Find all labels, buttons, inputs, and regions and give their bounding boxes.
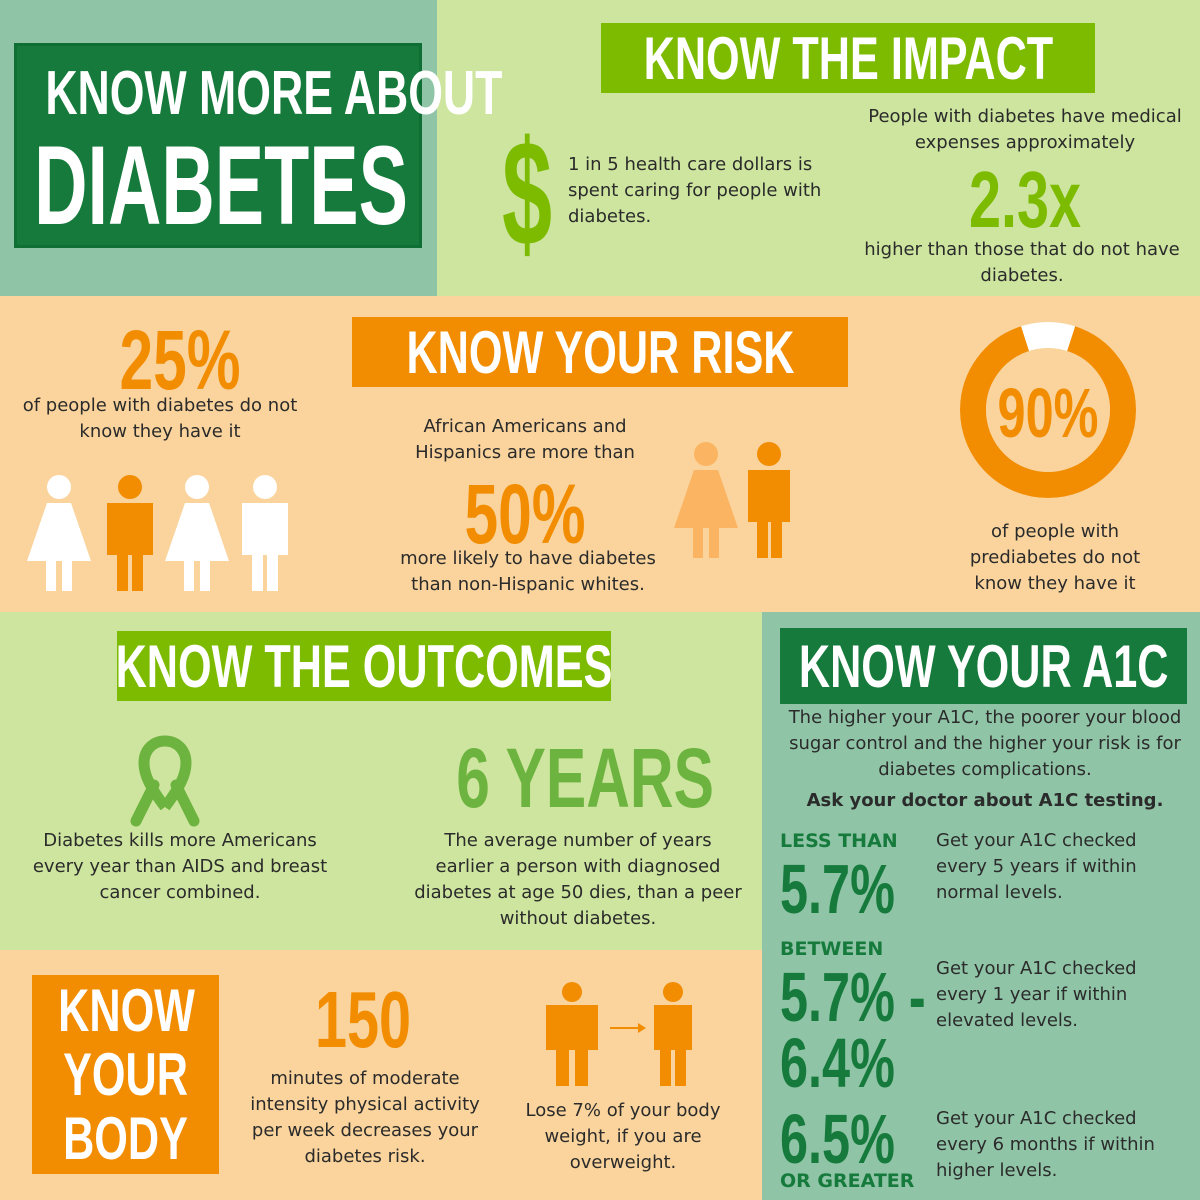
minority-post-text: more likely to have diabetes than non-Hi… xyxy=(400,548,656,595)
a1c-level-value: 6.5% xyxy=(780,1104,930,1174)
a1c-level-value-text: 5.7% xyxy=(780,850,895,928)
a1c-intro: The higher your A1C, the poorer your blo… xyxy=(788,707,1182,780)
ribbon-text: Diabetes kills more Americans every year… xyxy=(32,830,328,903)
impact-heading-text: KNOW THE IMPACT xyxy=(643,24,1053,92)
minutes-text: minutes of moderate intensity physical a… xyxy=(250,1068,480,1167)
female-person-icon xyxy=(674,442,738,558)
weight-loss-figures xyxy=(546,982,692,1086)
a1c-level-value: 5.7% xyxy=(758,854,908,924)
body-heading-line3: BODY xyxy=(32,1109,219,1169)
a1c-level-advice: Get your A1C checked every 1 year if wit… xyxy=(936,958,1137,1031)
a1c-heading: KNOW YOUR A1C xyxy=(780,628,1187,704)
minority-people xyxy=(674,442,790,558)
years-text: The average number of years earlier a pe… xyxy=(414,830,742,929)
male-person-icon xyxy=(546,982,598,1086)
main-title-line1: KNOW MORE ABOUT xyxy=(45,59,503,128)
female-person-icon xyxy=(165,475,229,591)
a1c-level-normal: LESS THAN 5.7% Get your A1C checked ever… xyxy=(780,828,1190,928)
expense-value: 2.3x xyxy=(930,160,1120,240)
dollar-text: 1 in 5 health care dollars is spent cari… xyxy=(568,154,822,227)
a1c-level-elevated: BETWEEN 5.7% - 6.4% Get your A1C checked… xyxy=(780,936,1190,1098)
unaware-text: of people with diabetes do not know they… xyxy=(22,395,298,442)
a1c-level-value2-text: 6.4% xyxy=(780,1024,895,1102)
body-heading-box: KNOW YOUR BODY xyxy=(32,975,219,1174)
a1c-heading-text: KNOW YOUR A1C xyxy=(798,632,1169,700)
arrow-right-icon xyxy=(610,1023,646,1033)
donut-arc xyxy=(960,322,1136,498)
risk-heading-text: KNOW YOUR RISK xyxy=(405,318,795,386)
body-heading-line1: KNOW xyxy=(32,981,219,1041)
a1c-level-label: OR GREATER xyxy=(780,1170,915,1192)
main-title-box: KNOW MORE ABOUT DIABETES xyxy=(14,43,503,248)
outcomes-heading: KNOW THE OUTCOMES xyxy=(115,631,613,701)
a1c-level-value-text: 6.5% xyxy=(780,1100,895,1178)
expense-value-text: 2.3x xyxy=(968,155,1082,244)
a1c-ask: Ask your doctor about A1C testing. xyxy=(806,790,1164,811)
minority-value-text: 50% xyxy=(464,467,586,561)
male-person-icon xyxy=(107,475,153,591)
prediabetes-donut xyxy=(960,322,1136,498)
body-heading-line1-text: KNOW xyxy=(58,977,195,1044)
unaware-value-text: 25% xyxy=(119,313,241,407)
minutes-value: 150 xyxy=(283,980,443,1060)
minority-pre-text: African Americans and Hispanics are more… xyxy=(415,416,635,463)
body-heading-line3-text: BODY xyxy=(63,1105,188,1172)
main-title-line2: DIABETES xyxy=(34,123,408,248)
weight-text: Lose 7% of your body weight, if you are … xyxy=(525,1100,721,1173)
female-person-icon xyxy=(27,475,91,591)
body-heading-line2-text: YOUR xyxy=(63,1041,188,1108)
years-value-text: 6 YEARS xyxy=(456,731,714,825)
body-heading-line2: YOUR xyxy=(32,1045,219,1105)
prediabetes-value-text: 90% xyxy=(997,374,1099,452)
people-group xyxy=(27,475,288,591)
a1c-level-high: 6.5% OR GREATER Get your A1C checked eve… xyxy=(780,1100,1190,1196)
outcomes-heading-text: KNOW THE OUTCOMES xyxy=(115,632,613,700)
a1c-level-advice: Get your A1C checked every 5 years if wi… xyxy=(936,830,1137,903)
risk-heading: KNOW YOUR RISK xyxy=(352,317,848,387)
prediabetes-value: 90% xyxy=(958,378,1138,448)
minutes-value-text: 150 xyxy=(314,975,412,1064)
male-person-icon xyxy=(242,475,288,591)
minority-value: 50% xyxy=(420,472,630,556)
expense-post-text: higher than those that do not have diabe… xyxy=(864,239,1180,286)
male-person-icon xyxy=(654,982,692,1086)
a1c-level-advice: Get your A1C checked every 6 months if w… xyxy=(936,1108,1155,1181)
a1c-level-label: LESS THAN xyxy=(780,830,898,852)
a1c-level-label: BETWEEN xyxy=(780,938,884,960)
a1c-section-bg xyxy=(762,612,1200,1200)
expense-pre-text: People with diabetes have medical expens… xyxy=(868,106,1182,153)
impact-heading: KNOW THE IMPACT xyxy=(601,23,1095,93)
unaware-value: 25% xyxy=(70,318,290,402)
prediabetes-text: of people with prediabetes do not know t… xyxy=(969,521,1141,594)
dollar-sign-icon: $ xyxy=(502,109,553,277)
a1c-level-value-text: 5.7% - xyxy=(780,958,926,1036)
a1c-level-value: 5.7% - xyxy=(780,962,950,1032)
years-value: 6 YEARS xyxy=(410,736,740,820)
male-person-icon xyxy=(748,442,790,558)
ribbon-icon xyxy=(130,735,200,827)
a1c-level-value2: 6.4% xyxy=(780,1028,930,1098)
